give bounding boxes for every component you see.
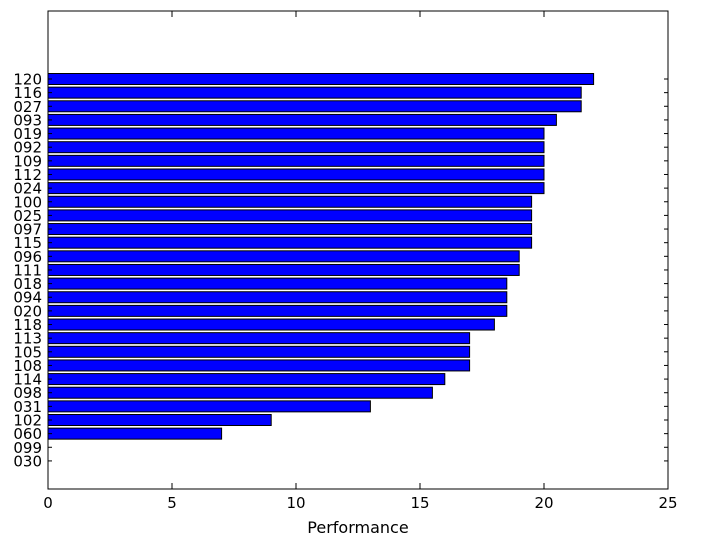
y-tick-label-115: 115 (13, 234, 42, 252)
y-tick-label-025: 025 (13, 207, 42, 225)
y-tick-label-094: 094 (13, 289, 42, 307)
plot-frame (47, 10, 669, 490)
y-tick-labels: 1201160270930190921091120241000250971150… (13, 71, 42, 471)
bar-092 (47, 141, 545, 154)
y-tick-label-114: 114 (13, 371, 42, 389)
bar-108 (47, 359, 471, 372)
y-tick-label-097: 097 (13, 221, 42, 239)
bar-018 (47, 277, 508, 290)
y-tick-label-027: 027 (13, 98, 42, 116)
bar-024 (47, 182, 545, 195)
x-tick-label-10: 10 (286, 494, 305, 512)
bars-group (47, 73, 595, 440)
bar-020 (47, 304, 508, 317)
bar-096 (47, 250, 520, 263)
y-tick-label-020: 020 (13, 302, 42, 320)
bar-112 (47, 168, 545, 181)
y-tick-label-102: 102 (13, 412, 42, 430)
x-tick-label-20: 20 (534, 494, 553, 512)
y-tick-label-019: 019 (13, 125, 42, 143)
bar-113 (47, 332, 471, 345)
y-tick-label-118: 118 (13, 316, 42, 334)
bar-102 (47, 414, 272, 426)
y-tick-label-113: 113 (13, 330, 42, 348)
bar-060 (47, 427, 223, 440)
y-ticks (48, 78, 668, 462)
y-tick-label-111: 111 (13, 261, 42, 279)
bar-116 (47, 86, 582, 99)
bar-097 (47, 223, 533, 236)
x-tick-label-15: 15 (410, 494, 429, 512)
bar-093 (47, 113, 557, 126)
bar-094 (47, 291, 508, 304)
y-tick-label-060: 060 (13, 425, 42, 443)
bar-109 (47, 154, 545, 167)
x-tick-labels: 0 5 10 15 20 25 (43, 494, 677, 512)
y-tick-label-024: 024 (13, 180, 42, 198)
bar-027 (47, 100, 582, 113)
bar-114 (47, 373, 446, 386)
x-axis-label: Performance (307, 518, 408, 537)
bar-031 (47, 400, 371, 413)
bar-111 (47, 263, 520, 276)
x-tick-label-0: 0 (43, 494, 53, 512)
y-tick-label-092: 092 (13, 139, 42, 157)
x-tick-label-5: 5 (167, 494, 177, 512)
bar-115 (47, 236, 533, 249)
bar-019 (47, 127, 545, 140)
y-tick-label-116: 116 (13, 84, 42, 102)
bar-120 (47, 73, 595, 85)
bar-025 (47, 209, 533, 222)
y-tick-label-098: 098 (13, 384, 42, 402)
y-tick-label-093: 093 (13, 111, 42, 129)
y-tick-label-120: 120 (13, 71, 42, 89)
bar-105 (47, 345, 471, 358)
y-tick-label-030: 030 (13, 452, 42, 470)
y-tick-label-018: 018 (13, 275, 42, 293)
y-tick-label-112: 112 (13, 166, 42, 184)
y-tick-label-031: 031 (13, 398, 42, 416)
bar-118 (47, 318, 495, 331)
y-tick-label-099: 099 (13, 439, 42, 457)
bar-098 (47, 386, 433, 399)
x-tick-label-25: 25 (658, 494, 677, 512)
y-tick-label-100: 100 (13, 193, 42, 211)
bar-100 (47, 195, 533, 208)
y-tick-label-108: 108 (13, 357, 42, 375)
y-tick-label-105: 105 (13, 343, 42, 361)
y-tick-label-096: 096 (13, 248, 42, 266)
y-tick-label-109: 109 (13, 152, 42, 170)
